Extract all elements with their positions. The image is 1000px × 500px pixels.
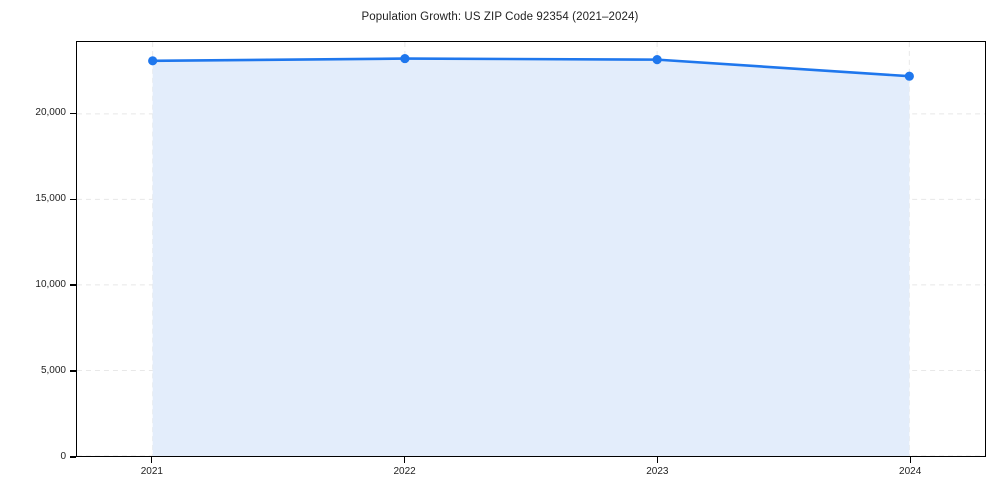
x-tick-label: 2022 (393, 466, 416, 477)
area-fill (152, 58, 910, 456)
x-tick-mark (909, 457, 911, 463)
x-tick-label: 2021 (140, 466, 163, 477)
chart-title: Population Growth: US ZIP Code 92354 (20… (361, 11, 639, 23)
x-tick-mark (404, 457, 406, 463)
data-point-marker (652, 55, 662, 65)
data-point-marker (148, 56, 158, 66)
data-line (151, 57, 911, 78)
y-tick-label: 20,000 (35, 107, 66, 119)
y-tick-mark (70, 456, 76, 458)
y-tick-label: 5,000 (40, 365, 66, 377)
plot-area (76, 41, 986, 457)
data-point-marker (904, 71, 914, 81)
y-tick-label: 15,000 (35, 193, 66, 205)
y-axis-label: Total Population (14, 0, 28, 69)
x-tick-mark (656, 457, 658, 463)
data-markers (148, 54, 914, 81)
y-tick-mark (70, 370, 76, 372)
y-tick-mark (70, 198, 76, 200)
x-tick-mark (151, 457, 153, 463)
y-tick-label: 0 (60, 451, 66, 462)
y-tick-label: 10,000 (35, 279, 66, 291)
y-tick-mark (70, 284, 76, 286)
y-axis-label-container: Total Population (8, 41, 22, 457)
y-tick-mark (70, 112, 76, 114)
line-chart-canvas (77, 42, 985, 456)
x-tick-label: 2023 (646, 466, 669, 477)
x-tick-label: 2024 (899, 466, 922, 477)
data-point-marker (400, 54, 410, 64)
